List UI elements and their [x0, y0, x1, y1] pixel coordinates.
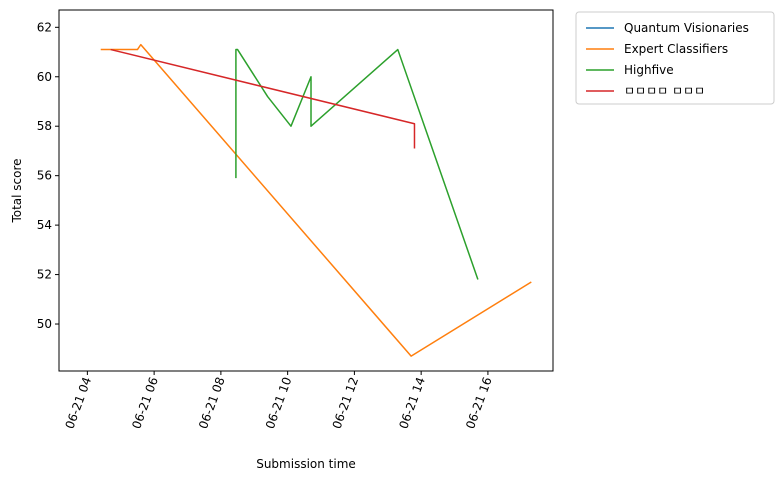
- y-tick-label: 52: [37, 268, 52, 282]
- x-tick-label: 06-21 04: [63, 375, 95, 430]
- plot-area-frame: [58, 9, 554, 372]
- x-tick-label: 06-21 10: [263, 375, 295, 430]
- y-tick-label: 62: [37, 20, 52, 34]
- series-line-3: [110, 48, 416, 149]
- x-tick-label: 06-21 12: [330, 375, 362, 430]
- legend-label: ㅁㅁㅁㅁ ㅁㅁㅁ: [624, 84, 705, 98]
- legend: Quantum Visionaries Expert Classifiers Hig…: [575, 11, 775, 105]
- x-tick-label: 06-21 08: [196, 375, 228, 430]
- y-tick-label: 56: [37, 169, 52, 183]
- y-tick-label: 58: [37, 119, 52, 133]
- legend-label: Expert Classifiers: [624, 42, 728, 56]
- x-tick-label: 06-21 14: [396, 375, 428, 430]
- series-line-1: [100, 43, 532, 357]
- legend-box: [575, 11, 775, 105]
- legend-label: Quantum Visionaries: [624, 21, 749, 35]
- x-axis-title: Submission time: [256, 457, 356, 471]
- x-tick-label: 06-21 06: [129, 375, 161, 430]
- plot-lines: [100, 43, 532, 357]
- x-axis: 06-21 04 06-21 06 06-21 08 06-21 10 06-21 12…: [63, 371, 495, 431]
- y-tick-label: 54: [37, 218, 52, 232]
- y-tick-label: 50: [37, 317, 52, 331]
- y-axis: 50 52 54 56 58 60 62: [37, 20, 59, 331]
- y-tick-label: 60: [37, 70, 52, 84]
- y-axis-title: Total score: [10, 158, 24, 223]
- x-tick-label: 06-21 16: [463, 375, 495, 430]
- series-line-2: [235, 48, 479, 280]
- legend-label: Highfive: [624, 63, 674, 77]
